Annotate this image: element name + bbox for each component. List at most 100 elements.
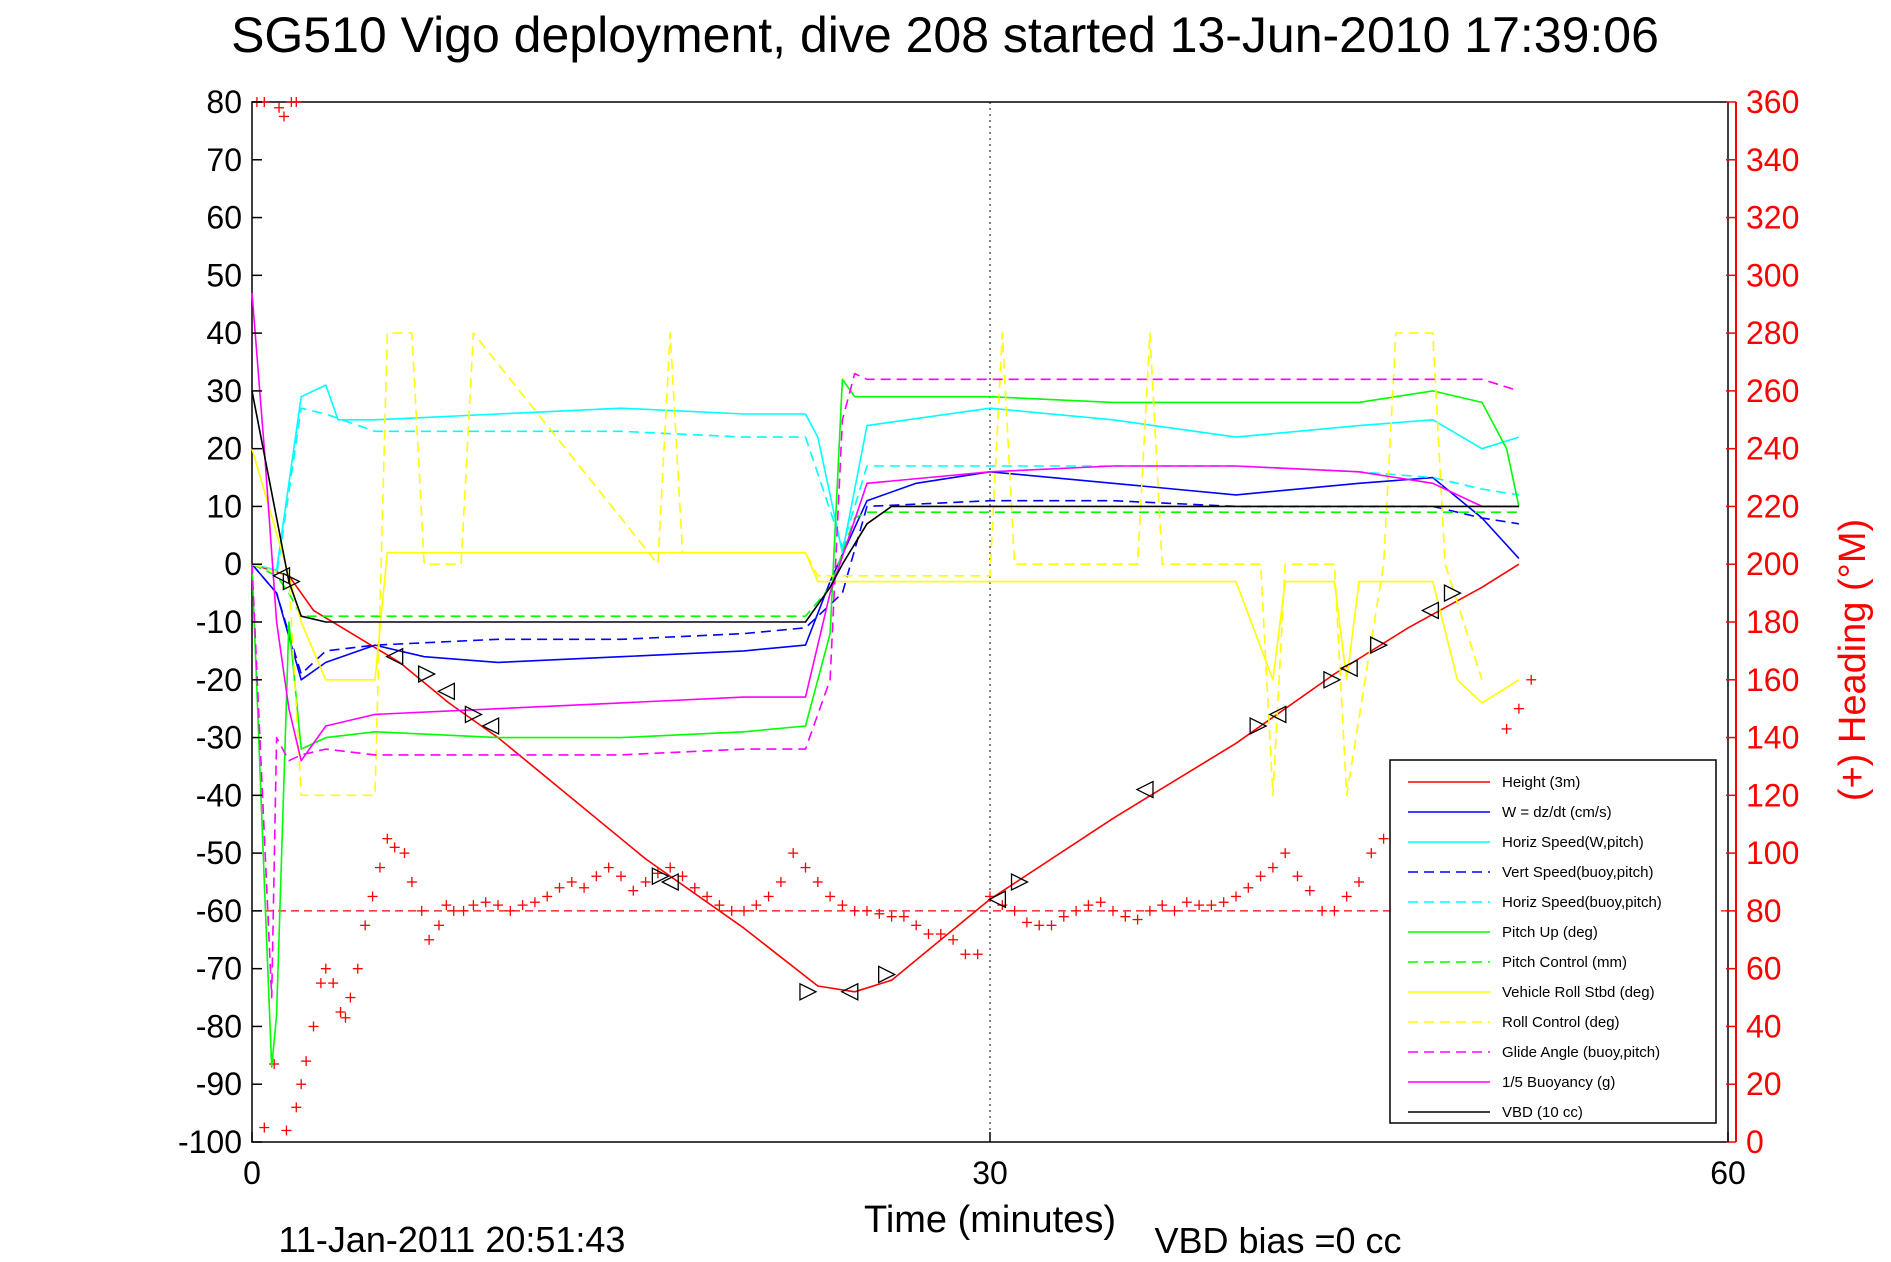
legend-entry: Horiz Speed(W,pitch) xyxy=(1408,834,1644,851)
heading-point xyxy=(281,1125,292,1136)
legend-entry: Horiz Speed(buoy,pitch) xyxy=(1408,894,1662,911)
heading-point xyxy=(726,905,737,916)
legend-label: 1/5 Buoyancy (g) xyxy=(1502,1074,1615,1091)
heading-point xyxy=(1194,900,1205,911)
x-tick-label: 60 xyxy=(1710,1155,1746,1191)
heading-point xyxy=(1071,905,1082,916)
heading-point xyxy=(374,862,385,873)
x-axis-label: Time (minutes) xyxy=(864,1199,1116,1241)
x-axis: 0 30 60 xyxy=(243,1132,1746,1191)
legend-label: Pitch Up (deg) xyxy=(1502,924,1598,941)
right-tick-label: 200 xyxy=(1746,546,1799,582)
heading-point xyxy=(972,949,983,960)
dive-marker-triangle xyxy=(1420,601,1439,620)
heading-point xyxy=(911,920,922,931)
heading-point xyxy=(274,102,285,113)
right-tick-label: 360 xyxy=(1746,84,1799,120)
heading-point xyxy=(406,877,417,887)
heading-point xyxy=(702,891,713,902)
heading-point xyxy=(825,891,836,902)
left-tick-label: 0 xyxy=(224,546,242,582)
heading-point xyxy=(259,1122,270,1133)
heading-point xyxy=(566,877,577,887)
heading-point xyxy=(291,1102,302,1113)
heading-point xyxy=(628,885,639,896)
heading-point xyxy=(923,929,934,939)
legend-label: Height (3m) xyxy=(1502,774,1580,791)
left-tick-label: -100 xyxy=(178,1124,242,1160)
heading-point xyxy=(493,900,503,911)
legend-entry: Vehicle Roll Stbd (deg) xyxy=(1408,984,1655,1001)
heading-point xyxy=(308,1021,319,1032)
dive-marker-triangle xyxy=(878,965,897,984)
heading-point xyxy=(340,1012,351,1023)
left-tick-label: 10 xyxy=(206,488,242,524)
left-tick-label: -20 xyxy=(196,662,242,698)
legend-entry: VBD (10 cc) xyxy=(1408,1104,1583,1121)
heading-point xyxy=(389,842,400,853)
heading-point xyxy=(960,949,971,960)
legend-entry: Roll Control (deg) xyxy=(1408,1014,1620,1031)
heading-point xyxy=(367,891,378,902)
heading-point xyxy=(301,1056,312,1067)
heading-point xyxy=(1501,723,1512,734)
heading-point xyxy=(1083,900,1094,911)
heading-point xyxy=(1021,917,1032,928)
legend-entry: Glide Angle (buoy,pitch) xyxy=(1408,1044,1660,1061)
left-tick-label: 50 xyxy=(206,257,242,293)
legend-box xyxy=(1389,759,1717,1124)
heading-point xyxy=(874,908,885,919)
legend-label: Pitch Control (mm) xyxy=(1502,954,1627,971)
right-tick-label: 140 xyxy=(1746,720,1799,756)
heading-layer xyxy=(251,97,1728,1136)
right-tick-label: 260 xyxy=(1746,373,1799,409)
footer-vbd-bias: VBD bias =0 cc xyxy=(1154,1220,1401,1261)
heading-point xyxy=(1354,877,1364,887)
legend-label: W = dz/dt (cm/s) xyxy=(1502,804,1612,821)
heading-point xyxy=(775,877,786,887)
heading-point xyxy=(1280,848,1291,859)
heading-point xyxy=(579,882,590,893)
series-line-9 xyxy=(251,372,1520,999)
right-axis-label: (+) Heading (°M) xyxy=(1832,519,1874,801)
heading-point xyxy=(677,871,688,882)
right-tick-label: 340 xyxy=(1746,142,1799,178)
dive-marker-triangle xyxy=(385,647,404,666)
heading-point xyxy=(1095,897,1106,908)
series-line-8 xyxy=(251,332,1483,797)
left-tick-label: -10 xyxy=(196,604,242,640)
heading-point xyxy=(898,911,909,922)
heading-point xyxy=(812,877,823,887)
left-tick-label: -30 xyxy=(196,720,242,756)
left-axis: 80 70 60 50 40 30 20 10 0 -10 -20 -30 -40 -50 -60 -70 -8… xyxy=(178,84,262,1160)
heading-point xyxy=(1366,848,1377,859)
heading-point xyxy=(448,905,459,916)
heading-point xyxy=(1526,674,1537,685)
dive-marker-triangle xyxy=(651,867,670,886)
heading-point xyxy=(849,905,860,916)
heading-point xyxy=(1243,882,1254,893)
left-tick-label: 40 xyxy=(206,315,242,351)
heading-point xyxy=(1108,905,1118,916)
dive-marker-triangle xyxy=(1135,780,1154,799)
left-tick-label: -60 xyxy=(196,893,242,929)
right-tick-label: 120 xyxy=(1746,777,1799,813)
heading-point xyxy=(862,905,872,916)
legend-entry: Height (3m) xyxy=(1408,774,1580,791)
heading-point xyxy=(948,934,959,945)
legend: Height (3m) W = dz/dt (cm/s) Horiz Speed(W… xyxy=(1389,759,1717,1124)
heading-point xyxy=(800,862,811,873)
heading-point xyxy=(345,992,356,1003)
heading-point xyxy=(441,900,452,911)
legend-label: Roll Control (deg) xyxy=(1502,1014,1620,1031)
heading-point xyxy=(468,900,479,911)
heading-point xyxy=(1157,900,1168,911)
left-tick-label: -40 xyxy=(196,777,242,813)
dive-marker-triangle xyxy=(840,982,859,1001)
left-tick-label: -70 xyxy=(196,951,242,987)
dive-marker-triangle xyxy=(1268,705,1287,724)
heading-point xyxy=(1231,891,1241,902)
heading-point xyxy=(739,905,749,916)
right-tick-label: 300 xyxy=(1746,257,1799,293)
